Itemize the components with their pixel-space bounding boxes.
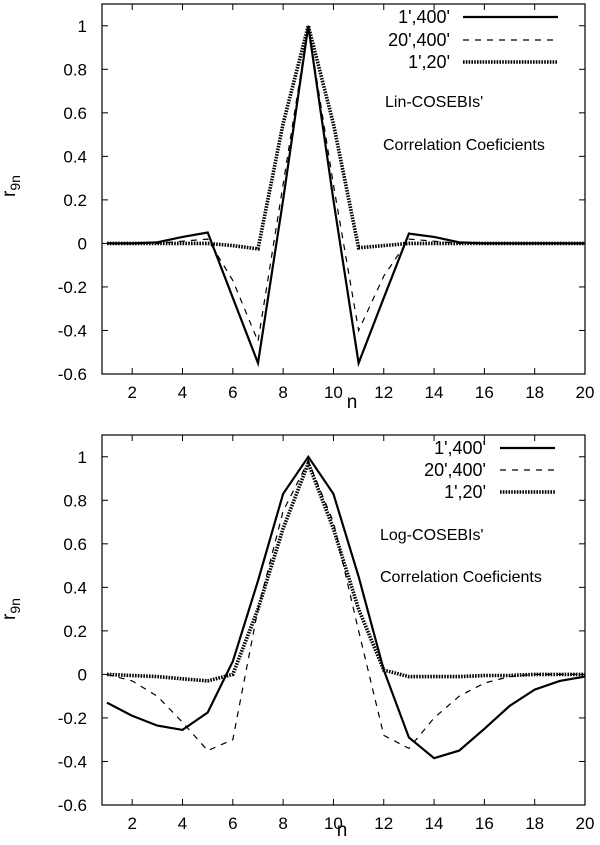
bottom-annotation-title: Log-COSEBIs' [380,527,484,544]
top-x-axis-label: n [347,392,358,413]
top-series-line-dashed [107,25,585,344]
top-x-tick-label: 10 [324,383,343,402]
bottom-plot-frame [101,434,586,806]
bottom-y-tick-label: -0.2 [58,709,87,728]
bottom-axis-ticks: 2 4 6 8 10 12 14 16 18 20 -0.6 -0.4 -0.2 0 0.2 0.4 0.6 0.… [58,435,595,833]
bottom-legend-label-1-400: 1',400' [434,438,486,458]
top-x-tick-label: 6 [228,383,237,402]
bottom-x-tick-label: 20 [576,814,595,833]
top-legend: 1',400' 20',400' 1',20' [388,7,558,72]
top-annotation-subtitle: Correlation Coeficients [383,137,545,154]
top-y-tick-label: -0.2 [58,278,87,297]
bottom-y-tick-label: 0.4 [63,578,87,597]
top-y-tick-label: 0 [78,234,87,253]
top-y-axis-label: r9n [0,175,23,197]
top-y-tick-label: 1 [78,17,87,36]
top-legend-label-20-400: 20',400' [388,30,450,50]
top-series [107,25,585,368]
bottom-y-tick-label: -0.4 [58,752,87,771]
top-x-tick-label: 18 [525,383,544,402]
top-y-axis-label-sub: 9n [7,175,23,191]
bottom-x-axis-label: n [337,820,348,840]
bottom-annotation-subtitle: Correlation Coeficients [380,569,542,586]
bottom-x-tick-label: 16 [475,814,494,833]
bottom-legend: 1',400' 20',400' 1',20' [424,438,555,502]
bottom-x-tick-label: 6 [228,814,237,833]
top-axis-ticks: 2 4 6 8 10 12 14 16 18 20 -0.6 -0.4 -0.2 0 0.2 0.4 0.6 0.… [58,4,595,402]
top-plot-frame [101,3,586,375]
top-y-tick-label: -0.6 [58,365,87,384]
bottom-series-line-solid [106,454,586,760]
bottom-panel: 2 4 6 8 10 12 14 16 18 20 -0.6 -0.4 -0.2 0 0.2 0.4 0.6 0.… [0,434,595,841]
bottom-legend-label-20-400: 20',400' [424,460,486,480]
bottom-y-axis-label: r9n [0,598,23,620]
bottom-x-tick-label: 12 [374,814,393,833]
top-x-tick-label: 20 [576,383,595,402]
bottom-x-tick-label: 10 [324,814,343,833]
top-x-tick-label: 2 [127,383,136,402]
top-x-tick-label: 16 [475,383,494,402]
top-x-tick-label: 12 [374,383,393,402]
bottom-series-line-dashed [106,459,585,752]
bottom-x-tick-label: 4 [178,814,187,833]
top-legend-label-1-20: 1',20' [408,52,450,72]
top-y-axis-label-main: r [0,190,20,197]
bottom-y-tick-label: 1 [78,448,87,467]
top-y-tick-label: -0.4 [58,321,87,340]
bottom-x-tick-label: 2 [127,814,136,833]
bottom-x-tick-label: 14 [425,814,444,833]
bottom-legend-label-1-20: 1',20' [444,482,486,502]
top-legend-label-1-400: 1',400' [398,7,450,27]
top-y-tick-label: 0.6 [63,104,87,123]
top-panel: 2 4 6 8 10 12 14 16 18 20 -0.6 -0.4 -0.2 0 0.2 0.4 0.6 0.… [0,3,595,413]
top-y-tick-label: 0.8 [63,60,87,79]
bottom-y-axis-label-main: r [0,613,20,620]
bottom-x-tick-label: 8 [278,814,287,833]
bottom-y-tick-label: 0.2 [63,622,87,641]
bottom-y-tick-label: 0.6 [63,535,87,554]
top-series-line-dotted [107,25,585,251]
bottom-y-tick-label: 0 [78,665,87,684]
bottom-y-axis-label-sub: 9n [7,598,23,614]
top-annotation-title: Lin-COSEBIs' [385,94,483,111]
bottom-series-line-dotted [106,458,585,683]
top-y-tick-label: 0.4 [63,147,87,166]
top-x-tick-label: 4 [178,383,187,402]
top-x-tick-label: 14 [425,383,444,402]
bottom-series [106,454,586,760]
bottom-x-tick-label: 18 [525,814,544,833]
top-x-tick-label: 8 [278,383,287,402]
bottom-y-tick-label: 0.8 [63,491,87,510]
top-y-tick-label: 0.2 [63,191,87,210]
bottom-y-tick-label: -0.6 [58,796,87,815]
